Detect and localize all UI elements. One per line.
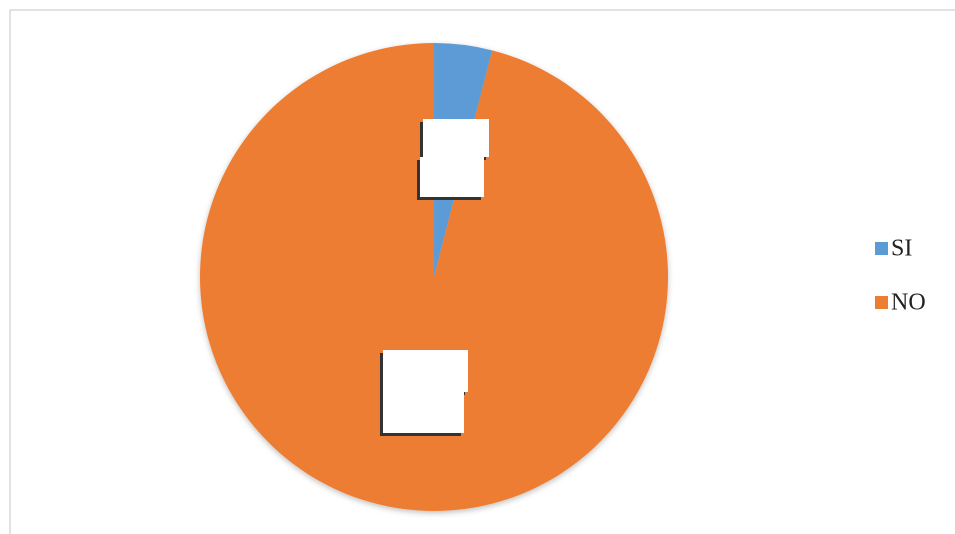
legend-swatch <box>875 242 888 255</box>
legend-label: SI <box>891 236 912 262</box>
pie-slice <box>199 43 668 511</box>
label-box <box>423 119 489 157</box>
label-box <box>383 392 464 433</box>
legend-label: NO <box>891 290 926 316</box>
label-box <box>420 157 484 197</box>
data-label-boxes <box>380 119 489 436</box>
label-box <box>383 350 468 392</box>
pie <box>199 43 668 511</box>
legend: SI NO <box>875 236 926 316</box>
legend-swatch <box>875 296 888 309</box>
